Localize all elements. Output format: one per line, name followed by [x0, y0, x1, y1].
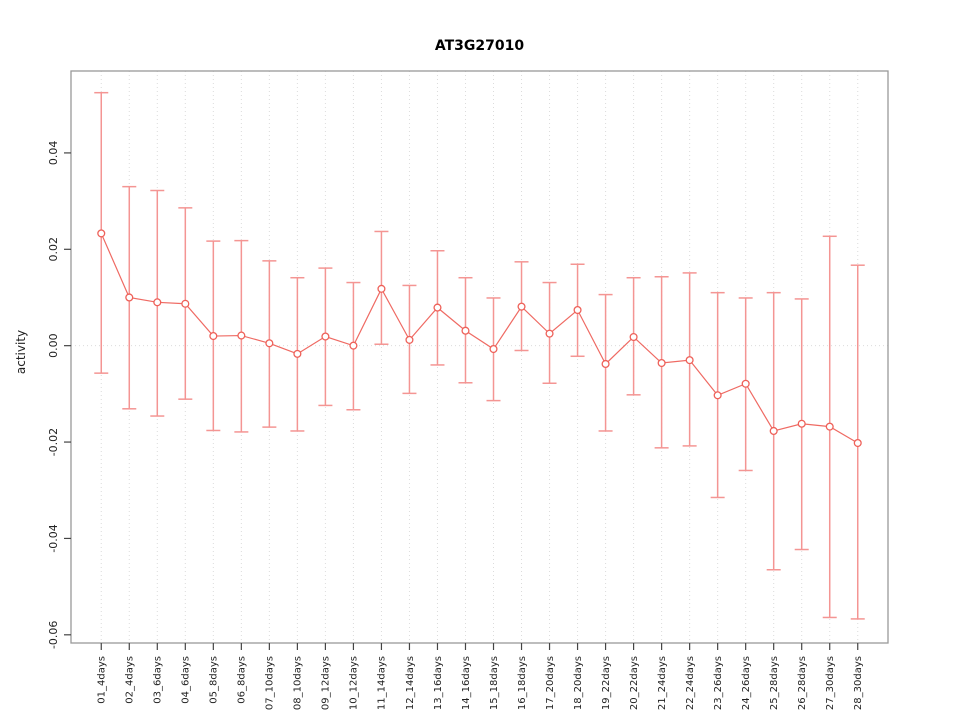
y-tick-label: -0.02	[47, 428, 60, 456]
series-line	[100, 233, 859, 444]
x-tick-label: 03_6days	[153, 656, 164, 704]
x-tick-label: 15_18days	[489, 656, 500, 710]
x-tick-label: 22_24days	[685, 656, 696, 710]
x-tick-label: 17_20days	[545, 656, 556, 710]
data-point-marker	[797, 419, 806, 428]
data-point-marker	[657, 358, 666, 368]
x-tick-label: 05_8days	[209, 656, 220, 704]
data-point-marker	[97, 229, 106, 238]
x-tick-label: 25_28days	[769, 656, 780, 710]
data-point-marker	[853, 438, 862, 448]
data-point-marker	[265, 339, 274, 348]
x-tick-label: 12_14days	[405, 656, 416, 710]
data-point-marker	[125, 293, 134, 302]
data-point-marker	[181, 299, 190, 308]
data-point-marker	[433, 303, 442, 312]
data-point-marker	[741, 379, 750, 388]
x-tick-label: 26_28days	[797, 656, 808, 710]
y-tick-label: 0.00	[47, 333, 60, 358]
data-point-marker	[293, 349, 302, 358]
data-point-marker	[629, 332, 638, 342]
data-point-marker	[517, 302, 526, 311]
y-tick-label: 0.02	[47, 237, 60, 261]
x-tick-label: 20_22days	[629, 656, 640, 710]
y-tick-label: 0.04	[47, 141, 60, 166]
x-tick-label: 18_20days	[573, 656, 584, 710]
data-point-marker	[489, 344, 498, 354]
data-point-marker	[153, 298, 162, 307]
data-point-marker	[769, 426, 778, 436]
x-tick-label: 13_16days	[433, 656, 444, 710]
x-tick-label: 16_18days	[517, 656, 528, 710]
x-tick-label: 14_16days	[461, 656, 472, 710]
x-tick-label: 11_14days	[377, 656, 388, 710]
x-tick-label: 04_6days	[181, 656, 192, 704]
x-tick-label: 01_4days	[97, 656, 108, 704]
x-tick-label: 28_30days	[853, 656, 864, 710]
data-point-marker	[349, 341, 358, 350]
data-point-marker	[237, 331, 246, 340]
chart-title: AT3G27010	[434, 38, 525, 54]
data-point-marker	[209, 331, 218, 341]
data-point-marker	[713, 391, 722, 400]
x-tick-label: 07_10days	[265, 656, 276, 710]
data-point-marker	[321, 332, 330, 341]
x-tick-label: 06_8days	[237, 656, 248, 704]
data-point-marker	[601, 359, 610, 369]
data-point-marker	[461, 326, 470, 335]
data-point-marker	[825, 422, 834, 431]
x-tick-label: 02_4days	[125, 656, 136, 704]
y-tick-label: -0.06	[47, 621, 60, 649]
data-point-marker	[405, 335, 414, 344]
data-point-marker	[377, 284, 386, 293]
x-tick-label: 10_12days	[349, 656, 360, 710]
x-tick-label: 19_22days	[601, 656, 612, 710]
x-tick-label: 21_24days	[657, 656, 668, 710]
x-tick-label: 24_26days	[741, 656, 752, 710]
data-point-marker	[545, 329, 554, 338]
x-tick-label: 08_10days	[293, 656, 304, 710]
x-tick-label: 09_12days	[321, 656, 332, 710]
data-point-marker	[685, 356, 694, 365]
x-tick-label: 23_26days	[713, 656, 724, 710]
data-point-marker	[573, 305, 582, 315]
x-tick-label: 27_30days	[825, 656, 836, 710]
y-tick-label: -0.04	[47, 524, 60, 552]
plot-box	[70, 70, 889, 644]
